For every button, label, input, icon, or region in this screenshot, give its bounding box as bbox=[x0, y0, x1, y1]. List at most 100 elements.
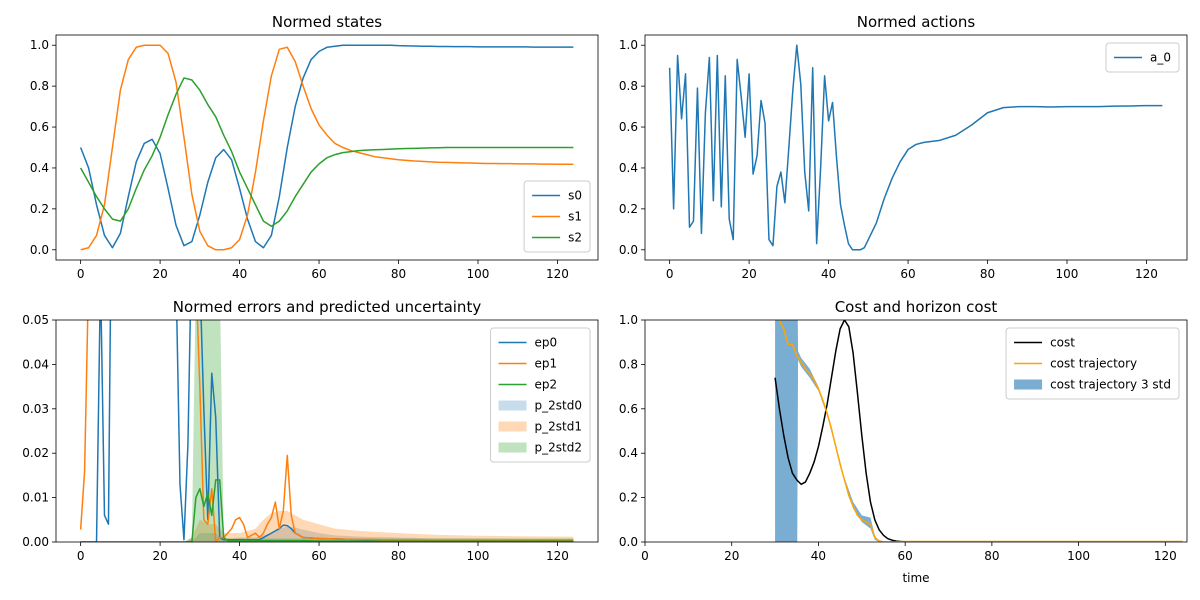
x-tick-label: 100 bbox=[467, 549, 490, 563]
x-tick-label: 60 bbox=[311, 267, 326, 281]
y-tick-label: 0.0 bbox=[619, 243, 638, 257]
y-tick-label: 0.03 bbox=[22, 402, 49, 416]
subplot-title: Normed states bbox=[272, 13, 382, 31]
data-line bbox=[80, 479, 574, 542]
legend-box bbox=[1105, 42, 1180, 73]
axes-frame bbox=[55, 319, 599, 543]
x-tick-label: 0 bbox=[641, 549, 649, 563]
legend-swatch bbox=[498, 442, 527, 453]
legend-label: p_2std1 bbox=[535, 420, 582, 434]
y-tick-label: 1.0 bbox=[619, 38, 638, 52]
y-tick-label: 0.2 bbox=[30, 202, 49, 216]
y-tick-label: 0.8 bbox=[30, 79, 49, 93]
legend-label: p_2std2 bbox=[535, 441, 582, 455]
data-line bbox=[774, 320, 914, 542]
y-tick-label: 0.2 bbox=[619, 202, 638, 216]
legend-box bbox=[490, 327, 591, 463]
legend-label: s2 bbox=[568, 231, 582, 245]
y-tick-label: 0.8 bbox=[619, 357, 638, 371]
x-tick-label: 80 bbox=[984, 549, 999, 563]
subplot: Normed actions 0 20 40 60 80 100 120 0.0 0.2 0.4 0.… bbox=[619, 13, 1188, 281]
uncertainty-band bbox=[80, 526, 574, 542]
subplot-title: Normed errors and predicted uncertainty bbox=[173, 298, 482, 316]
legend-label: p_2std0 bbox=[535, 399, 582, 413]
data-line bbox=[778, 320, 1183, 542]
y-tick-label: 0.4 bbox=[619, 161, 638, 175]
legend-swatch bbox=[498, 421, 527, 432]
uncertainty-band bbox=[80, 510, 574, 542]
x-tick-label: 60 bbox=[898, 549, 913, 563]
plot-area bbox=[79, 44, 574, 251]
x-tick-label: 0 bbox=[77, 267, 85, 281]
x-tick-label: 80 bbox=[391, 267, 406, 281]
plot-area bbox=[774, 320, 1183, 542]
legend-swatch bbox=[498, 400, 527, 411]
y-tick-label: 0.4 bbox=[30, 161, 49, 175]
x-tick-label: 120 bbox=[1135, 267, 1158, 281]
legend-swatch bbox=[1014, 379, 1043, 390]
x-tick-label: 20 bbox=[724, 549, 739, 563]
x-tick-label: 100 bbox=[1067, 549, 1090, 563]
x-tick-label: 120 bbox=[1154, 549, 1177, 563]
x-tick-label: 40 bbox=[232, 549, 247, 563]
y-tick-label: 0.04 bbox=[22, 357, 49, 371]
legend-label: cost bbox=[1050, 336, 1075, 350]
subplot-title: Normed actions bbox=[857, 13, 976, 31]
y-tick-label: 0.8 bbox=[619, 79, 638, 93]
legend: a_0 bbox=[1105, 42, 1180, 73]
y-tick-label: 1.0 bbox=[619, 313, 638, 327]
data-line bbox=[668, 44, 1163, 251]
axes-frame bbox=[644, 319, 1188, 543]
x-tick-label: 120 bbox=[546, 267, 569, 281]
axes-frame bbox=[644, 34, 1188, 261]
subplot: Normed states 0 20 40 60 80 100 120 0.0 0.2 0.4 0.6… bbox=[30, 13, 599, 281]
y-tick-label: 0.01 bbox=[22, 491, 49, 505]
data-line bbox=[80, 44, 574, 251]
data-line bbox=[79, 44, 574, 249]
x-tick-label: 20 bbox=[152, 549, 167, 563]
x-tick-label: 120 bbox=[546, 549, 569, 563]
y-tick-label: 0.00 bbox=[22, 535, 49, 549]
x-tick-label: 80 bbox=[391, 549, 406, 563]
x-tick-label: 60 bbox=[311, 549, 326, 563]
x-tick-label: 20 bbox=[152, 267, 167, 281]
x-tick-label: 60 bbox=[900, 267, 915, 281]
x-tick-label: 40 bbox=[821, 267, 836, 281]
uncertainty-band bbox=[775, 320, 880, 542]
y-tick-label: 0.4 bbox=[619, 446, 638, 460]
legend: s0 s1 s2 bbox=[523, 180, 591, 253]
plot-area bbox=[79, 320, 574, 542]
subplot: Cost and horizon cost time 0 20 40 60 80 100 120… bbox=[619, 298, 1188, 585]
x-tick-label: 0 bbox=[77, 549, 85, 563]
legend-label: ep1 bbox=[535, 357, 558, 371]
uncertainty-band bbox=[80, 320, 574, 542]
x-tick-label: 80 bbox=[980, 267, 995, 281]
x-tick-label: 100 bbox=[1056, 267, 1079, 281]
x-tick-label: 0 bbox=[666, 267, 674, 281]
y-tick-label: 0.2 bbox=[619, 491, 638, 505]
y-tick-label: 0.6 bbox=[619, 402, 638, 416]
legend-label: cost trajectory bbox=[1050, 357, 1137, 371]
x-tick-label: 20 bbox=[741, 267, 756, 281]
legend-label: s0 bbox=[568, 189, 582, 203]
y-tick-label: 0.0 bbox=[619, 535, 638, 549]
axes-frame bbox=[55, 34, 599, 261]
y-tick-label: 0.6 bbox=[619, 120, 638, 134]
x-tick-label: 40 bbox=[811, 549, 826, 563]
y-tick-label: 0.0 bbox=[30, 243, 49, 257]
plot-area bbox=[668, 44, 1163, 251]
legend: ep0 ep1 ep2 p_2std0 p_2std1 p_2std2 bbox=[490, 327, 591, 463]
legend-label: s1 bbox=[568, 210, 582, 224]
legend-label: cost trajectory 3 std bbox=[1050, 378, 1171, 392]
y-tick-label: 0.05 bbox=[22, 313, 49, 327]
x-tick-label: 100 bbox=[467, 267, 490, 281]
y-tick-label: 0.6 bbox=[30, 120, 49, 134]
legend-label: a_0 bbox=[1150, 51, 1171, 65]
legend-label: ep2 bbox=[535, 378, 558, 392]
y-tick-label: 1.0 bbox=[30, 38, 49, 52]
x-tick-label: 40 bbox=[232, 267, 247, 281]
legend: cost cost trajectory cost trajectory 3 std bbox=[1005, 327, 1180, 400]
legend-box bbox=[1005, 327, 1180, 400]
